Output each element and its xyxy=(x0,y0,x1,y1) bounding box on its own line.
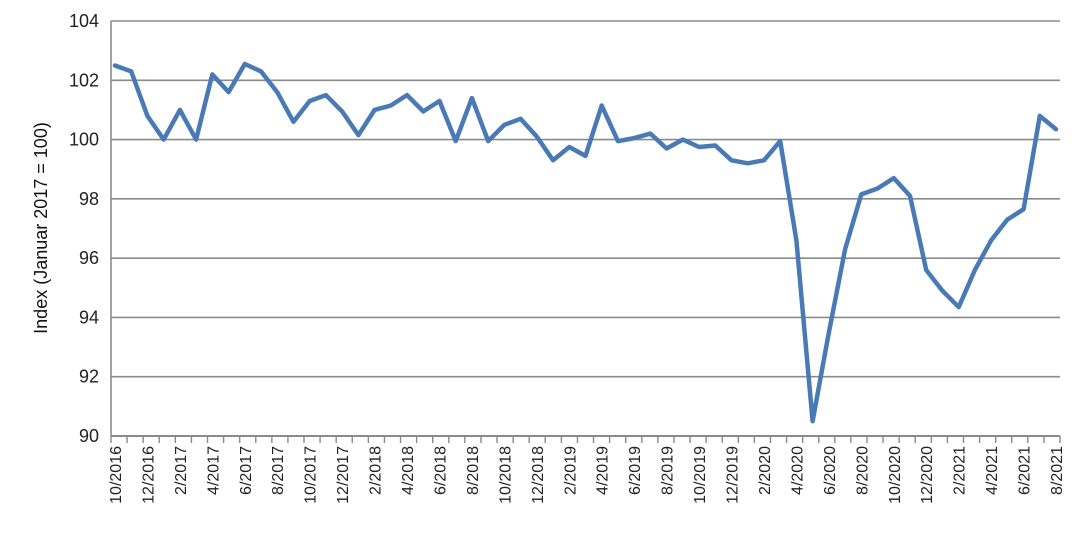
x-tick-label: 8/2021 xyxy=(1049,446,1066,495)
x-tick-label: 10/2018 xyxy=(497,446,514,504)
x-tick-label: 4/2020 xyxy=(789,446,806,495)
x-tick-label: 2/2020 xyxy=(757,446,774,495)
x-tick-label: 6/2021 xyxy=(1017,446,1034,495)
x-tick-label: 8/2018 xyxy=(465,446,482,495)
x-tick-labels: 10/2016 12/2016 2/2017 4/2017 6/2017 8/2017 10… xyxy=(108,446,1066,504)
x-tick-label: 4/2017 xyxy=(205,446,222,495)
x-tick-label: 12/2019 xyxy=(725,446,742,504)
x-tick-label: 2/2017 xyxy=(173,446,190,495)
y-tick-label: 100 xyxy=(69,130,99,150)
x-tick-label: 6/2018 xyxy=(432,446,449,495)
x-tick-label: 4/2021 xyxy=(984,446,1001,495)
x-tick-label: 12/2020 xyxy=(919,446,936,504)
x-tick-label: 2/2021 xyxy=(952,446,969,495)
x-tick-label: 6/2019 xyxy=(627,446,644,495)
series-group xyxy=(112,61,1059,424)
x-tick-label: 8/2019 xyxy=(660,446,677,495)
x-tick-label: 8/2020 xyxy=(854,446,871,495)
y-tick-labels: 90 92 94 96 98 100 102 104 xyxy=(69,11,99,446)
y-tick-label: 96 xyxy=(79,248,99,268)
x-tick-label: 2/2018 xyxy=(368,446,385,495)
x-tick-label: 12/2017 xyxy=(335,446,352,504)
x-tick-label: 12/2018 xyxy=(530,446,547,504)
x-tick-label: 2/2019 xyxy=(562,446,579,495)
x-tick-label: 10/2019 xyxy=(692,446,709,504)
x-tick-label: 4/2019 xyxy=(595,446,612,495)
x-tick-label: 4/2018 xyxy=(400,446,417,495)
x-tick-label: 12/2016 xyxy=(140,446,157,504)
y-tick-label: 98 xyxy=(79,189,99,209)
x-tick-label: 8/2017 xyxy=(270,446,287,495)
y-tick-label: 92 xyxy=(79,367,99,387)
x-tick-label: 10/2017 xyxy=(303,446,320,504)
y-tick-label: 90 xyxy=(79,426,99,446)
x-tick-label: 6/2020 xyxy=(822,446,839,495)
y-tick-label: 94 xyxy=(79,307,99,327)
y-tick-label: 104 xyxy=(69,11,99,31)
y-axis-label: Index (Januar 2017 = 100) xyxy=(31,122,51,334)
x-tick-label: 10/2016 xyxy=(108,446,125,504)
series-line xyxy=(112,61,1059,424)
y-tick-label: 102 xyxy=(69,70,99,90)
x-tick-label: 10/2020 xyxy=(887,446,904,504)
x-tick-label: 6/2017 xyxy=(238,446,255,495)
